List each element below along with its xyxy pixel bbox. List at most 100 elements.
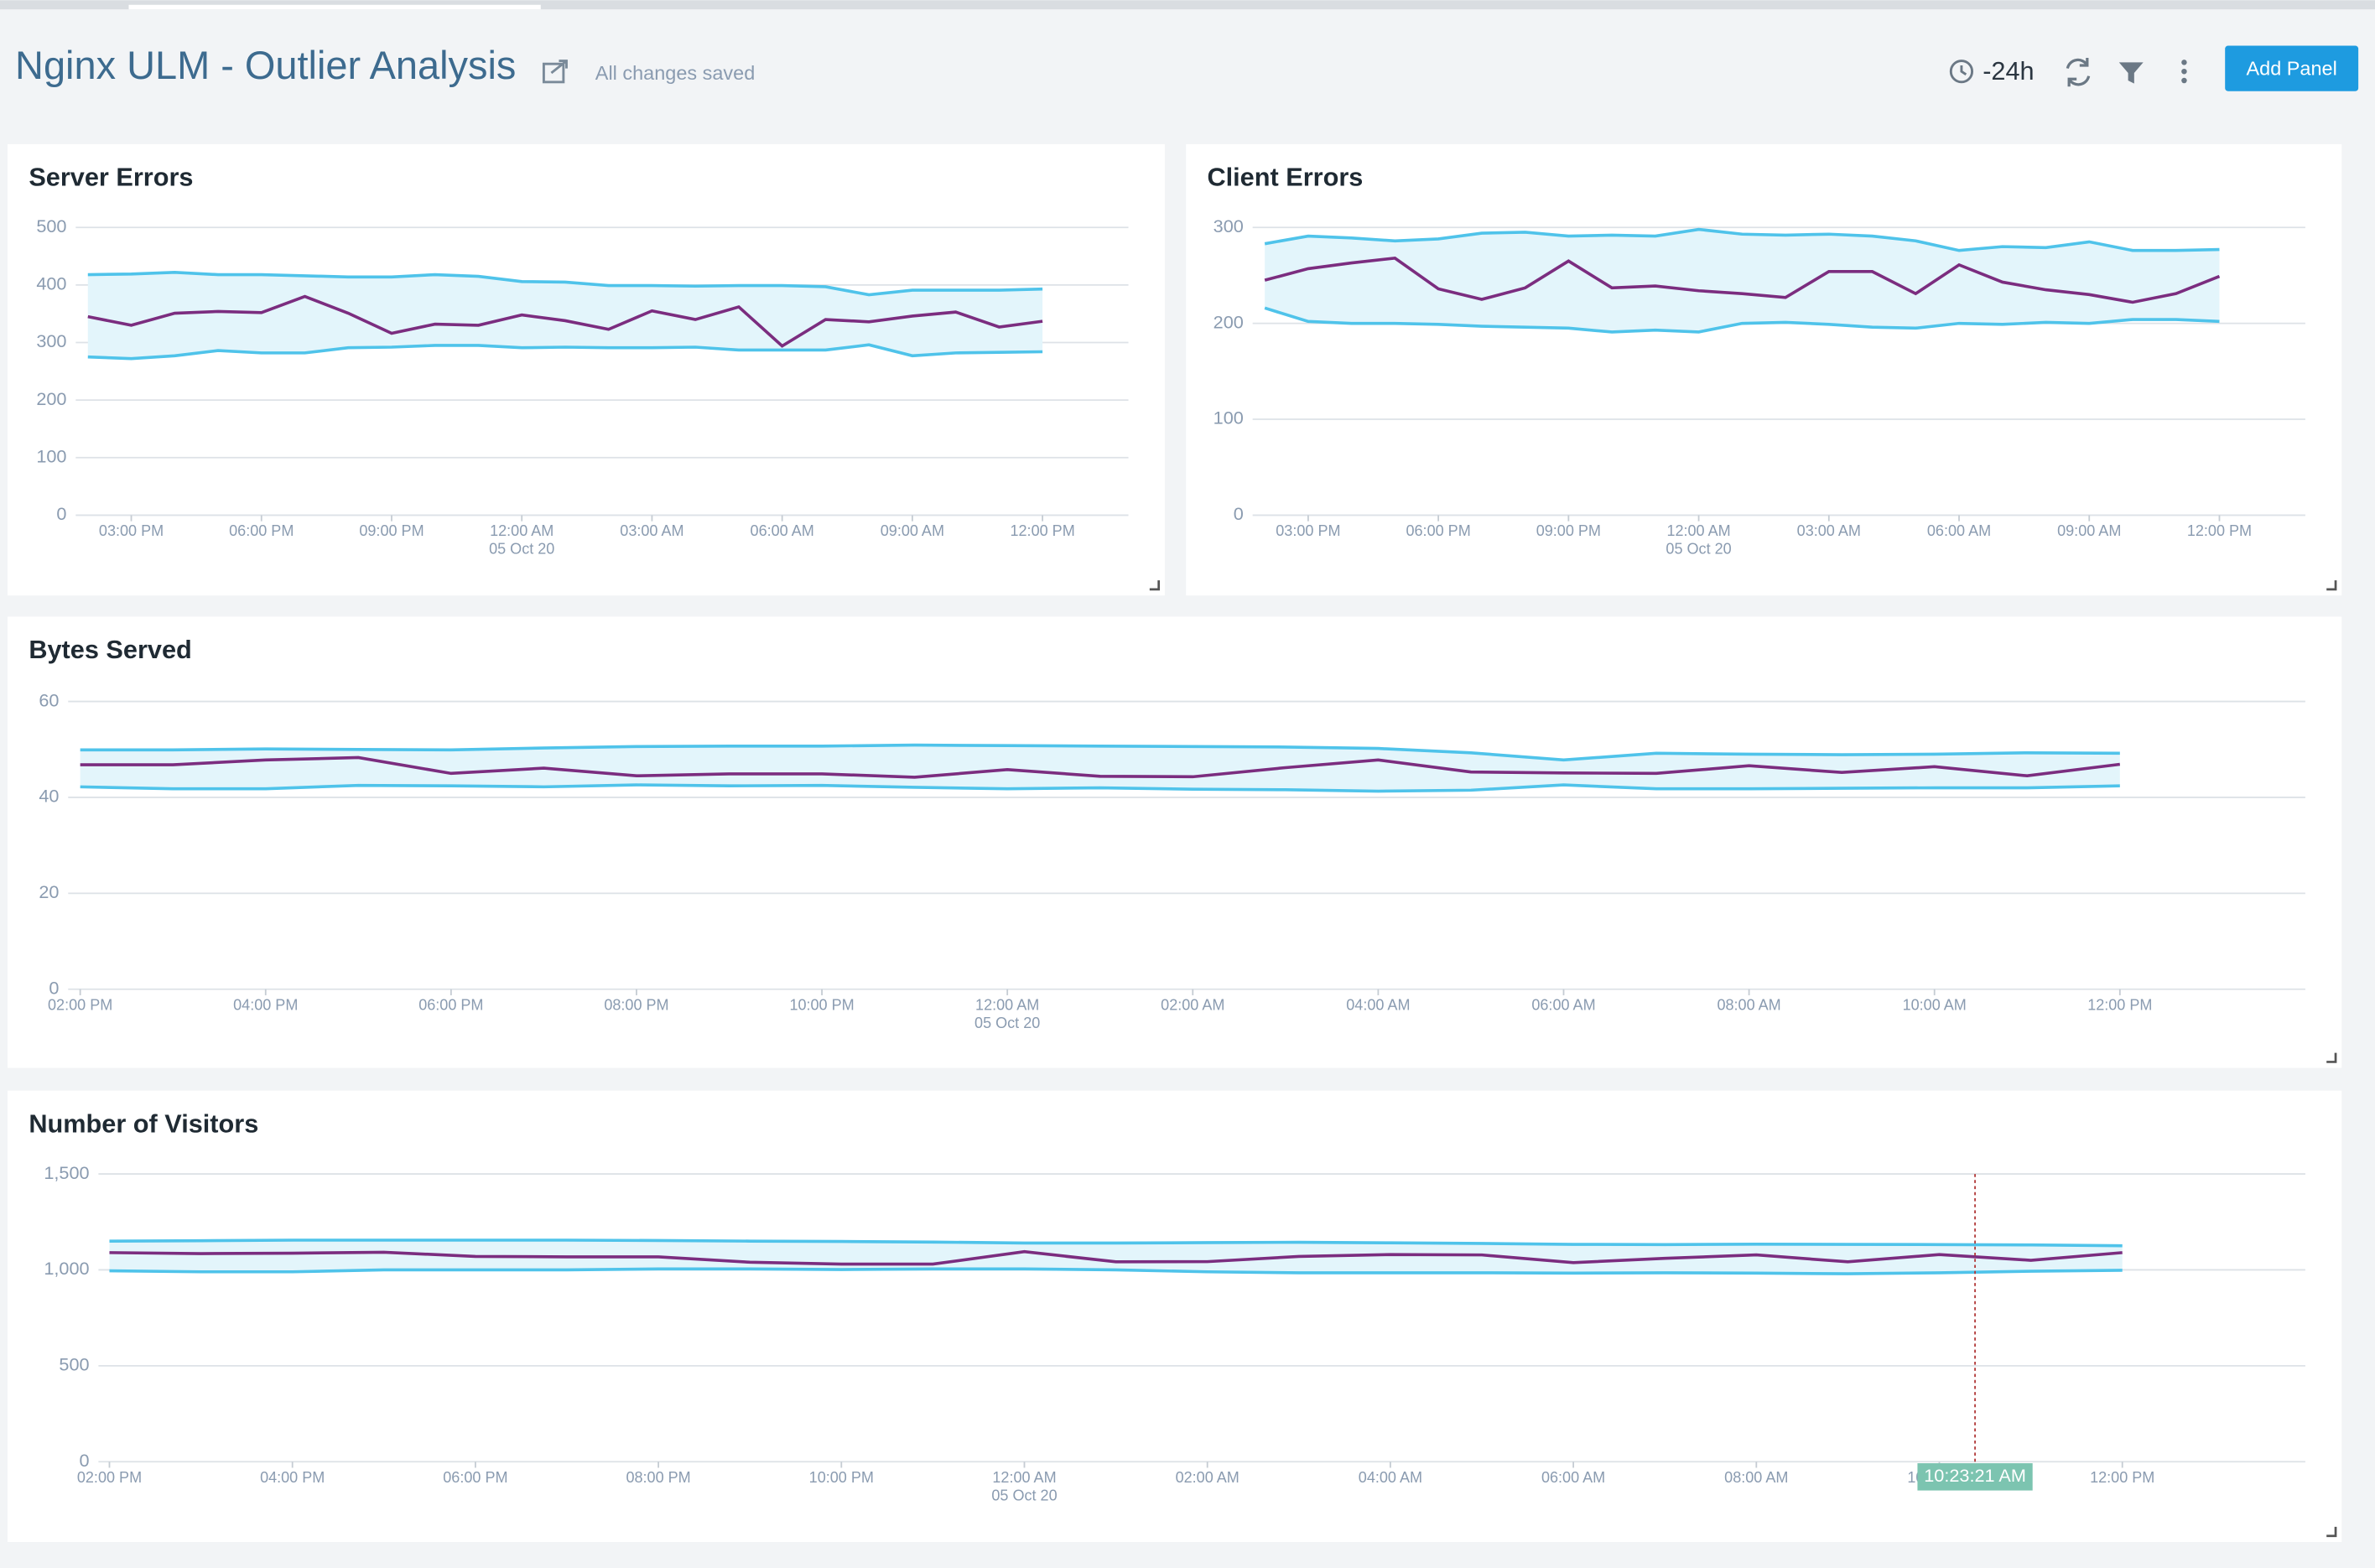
x-tick-label: 06:00 PM: [229, 522, 294, 539]
cursor-label: 10:23:21 AM: [1924, 1465, 2026, 1486]
series-line: [109, 1238, 2123, 1248]
x-tick-label: 02:00 PM: [77, 1469, 142, 1486]
x-tick-label: 03:00 AM: [620, 522, 683, 539]
band-area: [1265, 229, 2220, 332]
x-tick-label: 02:00 PM: [48, 996, 112, 1013]
x-tick-label: 06:00 AM: [751, 522, 814, 539]
y-tick-label: 40: [39, 786, 59, 807]
panel-title: Bytes Served: [29, 635, 191, 664]
cursor-label-box: [1917, 1463, 2033, 1491]
x-tick-label: 08:00 AM: [1717, 996, 1780, 1013]
add-panel-button[interactable]: [2225, 45, 2359, 91]
more-icon[interactable]: [2181, 60, 2187, 84]
y-tick-label: 0: [49, 977, 59, 998]
x-tick-label: 04:00 PM: [233, 996, 298, 1013]
x-tick-label: 02:00 AM: [1176, 1469, 1239, 1486]
x-tick-label: 12:00 PM: [1010, 522, 1074, 539]
x-tick-label: 03:00 PM: [1276, 522, 1340, 539]
x-tick-label: 06:00 PM: [443, 1469, 507, 1486]
x-tick-label: 03:00 AM: [1797, 522, 1861, 539]
band-area: [109, 1240, 2123, 1275]
series-line: [109, 1249, 2123, 1266]
x-tick-label: 10:00 PM: [789, 996, 854, 1013]
series-line: [1264, 227, 2220, 252]
x-tick-label: 12:00 AM: [1666, 522, 1730, 539]
x-tick-label: 09:00 AM: [881, 522, 944, 539]
panel: [1186, 143, 2342, 596]
panel: [8, 616, 2342, 1068]
x-tick-label: 12:00 AM: [975, 996, 1039, 1013]
y-tick-label: 500: [36, 215, 66, 236]
y-tick-label: 0: [1234, 503, 1244, 524]
x-tick-label: 12:00 PM: [2187, 522, 2252, 539]
x-tick-label: 10:00 PM: [809, 1469, 874, 1486]
x-tick-date: 05 Oct 20: [489, 541, 554, 558]
x-tick-label: 06:00 AM: [1531, 996, 1595, 1013]
series-line: [1264, 306, 2220, 334]
series-line: [87, 270, 1043, 297]
x-tick-label: 06:00 AM: [1541, 1469, 1605, 1486]
time-range[interactable]: -24h: [1983, 56, 2034, 86]
series-line: [80, 783, 2120, 793]
x-tick-date: 05 Oct 20: [974, 1015, 1040, 1031]
x-tick-label: 12:00 PM: [2087, 996, 2152, 1013]
x-tick-date: 05 Oct 20: [991, 1488, 1057, 1504]
save-status: All changes saved: [595, 62, 755, 84]
x-tick-label: 04:00 PM: [260, 1469, 325, 1486]
y-tick-label: 500: [59, 1354, 89, 1375]
y-tick-label: 60: [39, 689, 59, 710]
y-tick-label: 0: [56, 503, 66, 524]
x-tick-label: 10:00 AM: [1903, 996, 1967, 1013]
band-area: [87, 272, 1043, 359]
x-tick-label: 12:00 AM: [490, 522, 553, 539]
series-line: [87, 343, 1043, 361]
resize-handle: [2326, 1052, 2337, 1063]
x-tick-label: 02:00 AM: [1161, 996, 1224, 1013]
x-tick-label: 06:00 AM: [1927, 522, 1991, 539]
x-tick-label: 12:00 PM: [2090, 1469, 2154, 1486]
x-tick-label: 03:00 PM: [99, 522, 164, 539]
top-bar: [0, 0, 2375, 10]
y-tick-label: 1,000: [44, 1258, 89, 1279]
panel: [8, 143, 1165, 596]
series-line: [1264, 256, 2221, 304]
y-tick-label: 20: [39, 881, 59, 902]
x-tick-label: 09:00 AM: [2057, 522, 2121, 539]
y-tick-label: 200: [1213, 311, 1244, 332]
y-tick-label: 300: [1213, 215, 1244, 236]
dashboard-title: Nginx ULM - Outlier Analysis: [15, 43, 516, 87]
filter-icon[interactable]: [2118, 62, 2144, 84]
add-panel-label[interactable]: Add Panel: [2247, 58, 2337, 80]
series-line: [109, 1267, 2123, 1275]
clock-icon[interactable]: [1949, 60, 1974, 84]
resize-handle: [1149, 580, 1161, 591]
x-tick-date: 05 Oct 20: [1666, 541, 1731, 558]
x-tick-label: 08:00 PM: [626, 1469, 690, 1486]
refresh-icon[interactable]: [2066, 57, 2091, 87]
series-line: [80, 755, 2121, 779]
x-tick-label: 08:00 PM: [604, 996, 668, 1013]
y-tick-label: 300: [36, 330, 66, 351]
tab-indicator: [128, 4, 541, 10]
panel-title: Number of Visitors: [29, 1109, 258, 1138]
x-tick-label: 04:00 AM: [1359, 1469, 1422, 1486]
y-tick-label: 200: [36, 388, 66, 409]
x-tick-label: 04:00 AM: [1346, 996, 1410, 1013]
x-tick-label: 12:00 AM: [992, 1469, 1056, 1486]
y-tick-label: 400: [36, 273, 66, 294]
x-tick-label: 06:00 PM: [1406, 522, 1470, 539]
resize-handle: [2326, 1526, 2337, 1538]
y-tick-label: 100: [36, 445, 66, 466]
panel-title: Client Errors: [1207, 163, 1363, 192]
share-icon[interactable]: [542, 60, 568, 84]
resize-handle: [2326, 580, 2337, 591]
series-line: [80, 743, 2120, 762]
x-tick-label: 09:00 PM: [359, 522, 424, 539]
x-tick-label: 06:00 PM: [418, 996, 483, 1013]
y-tick-label: 0: [80, 1450, 90, 1471]
x-tick-label: 08:00 AM: [1724, 1469, 1788, 1486]
y-tick-label: 100: [1213, 408, 1244, 428]
panel-title: Server Errors: [29, 163, 193, 192]
